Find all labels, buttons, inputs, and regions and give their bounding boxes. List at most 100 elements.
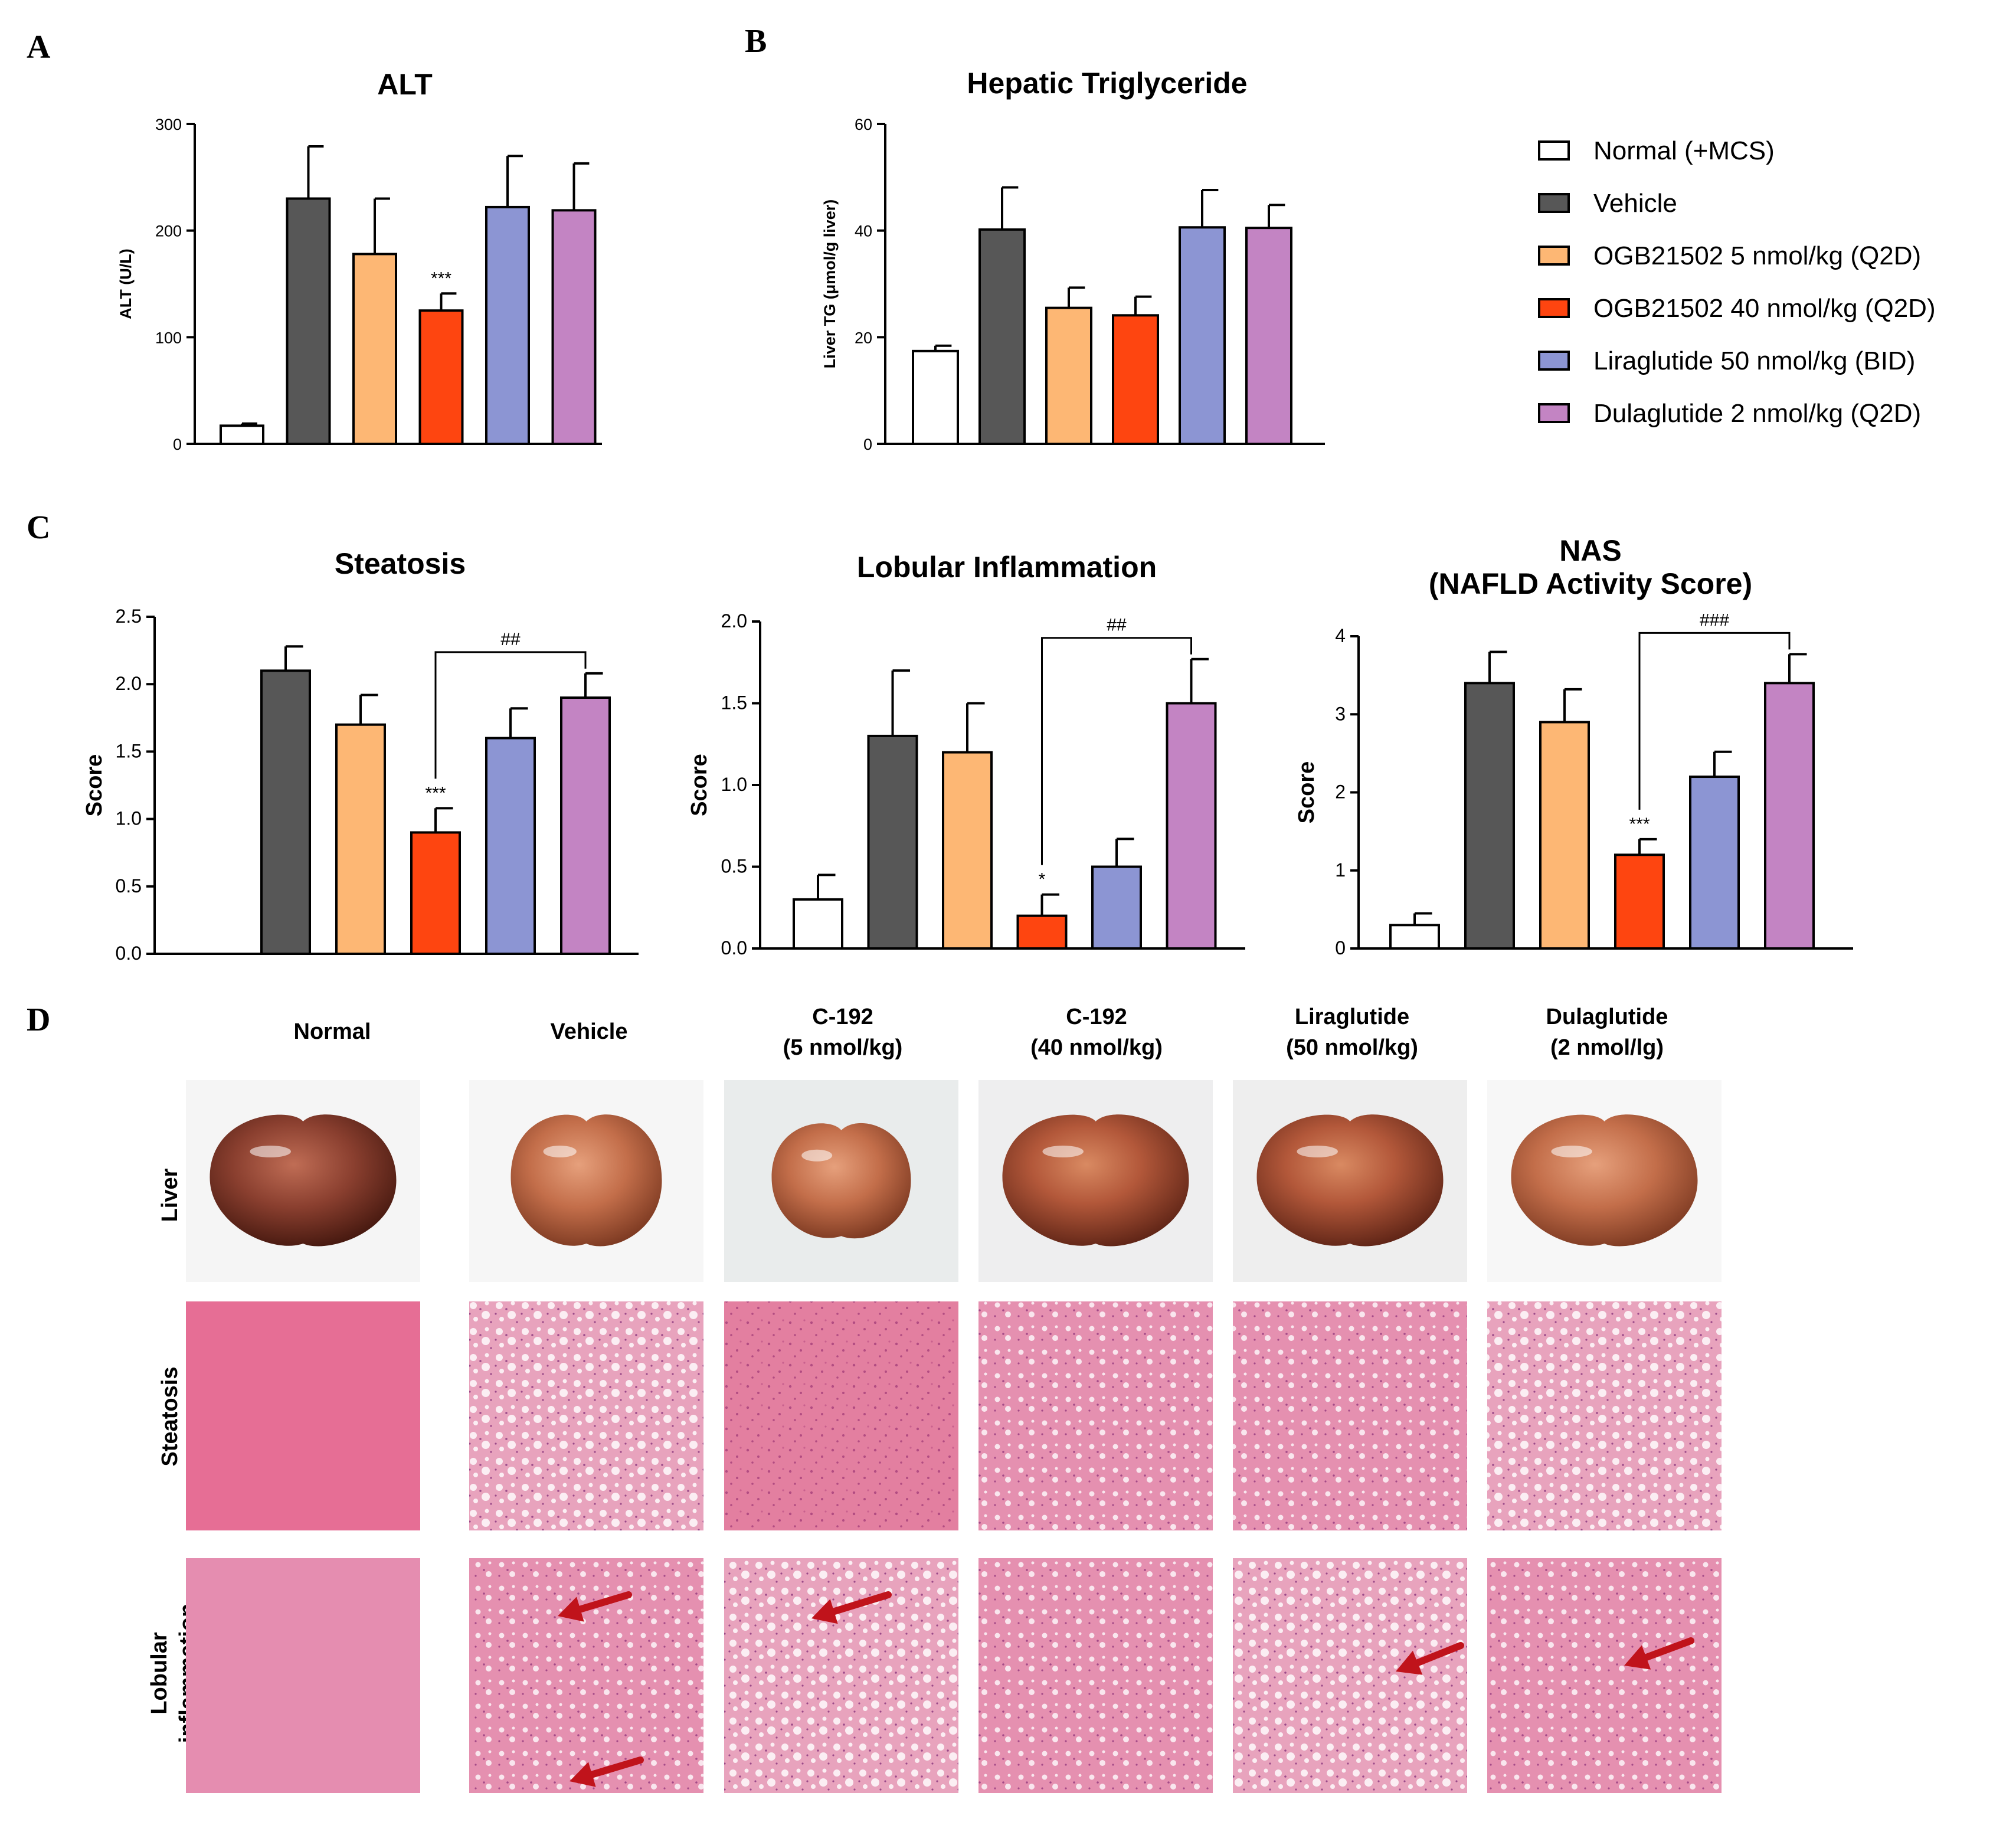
column-label: C-192 [1066,1005,1127,1029]
row-label: Liver [158,1168,182,1222]
y-tick-label: 1 [1335,859,1346,881]
bar [1166,702,1217,950]
y-tick-label: 1.5 [721,692,747,714]
significance-label: *** [1629,814,1650,834]
liver-specimen [1002,1114,1189,1247]
bar [1112,314,1159,446]
liver-specimen [771,1123,911,1239]
bar [1689,776,1740,950]
y-tick-label: 1.0 [116,808,142,829]
chart-title: ALT [377,68,432,101]
inflammation-histology-image [978,1558,1213,1793]
liver-specimen [1511,1114,1698,1247]
legend: Normal (+MCS) Vehicle OGB21502 5 nmol/kg (… [1538,136,1936,428]
bar [352,253,397,445]
y-tick-label: 4 [1335,625,1346,646]
bar [1614,853,1665,950]
red-arrow-shaft [588,1756,644,1778]
legend-swatch [1538,351,1570,371]
bar [335,723,386,955]
legend-label: Dulaglutide 2 nmol/kg (Q2D) [1593,399,1921,428]
steatosis-histology-image [1487,1301,1722,1530]
liver-specimen [1256,1114,1444,1247]
y-tick-label: 2.0 [721,610,747,632]
steatosis-histology-image [469,1301,703,1530]
red-arrow-head [570,1762,596,1787]
bar [286,197,331,445]
bar [1389,924,1440,950]
y-tick-label: 0.0 [116,943,142,964]
bar [418,309,464,446]
column-label-line2: (5 nmol/kg) [783,1035,903,1060]
chart-title: Steatosis [335,547,466,580]
legend-swatch [1538,140,1570,161]
bracket-label: ### [1700,610,1729,630]
panel-letter-b: B [745,23,767,60]
chart-subtitle: (NAFLD Activity Score) [1429,567,1752,600]
bar [551,209,597,445]
legend-swatch [1538,246,1570,266]
y-tick-label: 100 [155,329,182,346]
bar [410,831,461,955]
y-tick-label: 200 [155,223,182,240]
chart-title: Lobular Inflammation [857,551,1157,584]
chart-nas: NAS(NAFLD Activity Score) Score 0 1 2 3 4 *** ##… [1294,534,1853,959]
legend-label: Liraglutide 50 nmol/kg (BID) [1593,346,1915,375]
column-label: Normal [294,1019,371,1044]
liver-highlight [1042,1146,1084,1157]
y-tick-label: 20 [855,329,872,346]
legend-swatch [1538,298,1570,318]
y-tick-label: 3 [1335,703,1346,724]
y-tick-label: 0 [863,436,872,453]
red-arrow-head [811,1599,838,1624]
bar [1016,914,1068,950]
row-label: Steatosis [158,1367,182,1467]
comparison-bracket [434,651,587,779]
red-arrow-head [558,1597,584,1622]
y-tick-label: 1.0 [721,774,747,795]
steatosis-histology-image [1233,1301,1467,1530]
steatosis-histology-image [186,1301,420,1530]
bar [867,734,918,950]
y-axis-label: Score [687,754,712,816]
liver-specimen [210,1114,397,1247]
legend-swatch [1538,193,1570,213]
column-label-line2: (2 nmol/lg) [1550,1035,1664,1060]
bar [912,349,959,445]
inflammation-histology-image [469,1558,703,1793]
bar [942,751,993,950]
panel-d-image-grid: Normal Vehicle C-192 (5 nmol/kg) C-192 (40 nm… [147,1005,1722,1793]
row-label: Lobular [147,1632,172,1715]
liver-highlight [1551,1146,1592,1157]
legend-swatch [1538,403,1570,423]
y-axis-label: Liver TG (μmol/g liver) [821,199,839,369]
red-arrow-shaft [577,1591,632,1613]
significance-label: *** [425,783,446,803]
liver-specimen [510,1114,662,1247]
y-tick-label: 300 [155,116,182,133]
y-axis-label: ALT (U/L) [117,248,135,319]
bar [220,424,264,446]
column-label-line2: (50 nmol/kg) [1286,1035,1418,1060]
bar [485,205,530,445]
bar [485,737,536,956]
red-arrow-shaft [830,1591,892,1615]
bar [1539,721,1590,950]
chart-hepatic-triglyceride: Hepatic Triglyceride Liver TG (μmol/g liv… [821,67,1325,453]
inflammation-histology-image [724,1558,958,1793]
legend-label: OGB21502 40 nmol/kg (Q2D) [1593,294,1936,323]
y-tick-label: 2 [1335,781,1346,803]
bracket-label: ## [1107,616,1127,635]
panel-letter-a: A [27,29,51,66]
y-tick-label: 2.0 [116,673,142,694]
column-label: Liraglutide [1295,1005,1409,1029]
liver-highlight [543,1146,577,1157]
y-tick-label: 0 [1335,937,1346,959]
inflammation-histology-image [1487,1558,1722,1793]
bar [1245,227,1292,445]
bar [260,669,311,955]
red-arrow-head [1396,1650,1423,1675]
y-tick-label: 0 [173,436,182,453]
legend-label: Normal (+MCS) [1593,136,1775,165]
